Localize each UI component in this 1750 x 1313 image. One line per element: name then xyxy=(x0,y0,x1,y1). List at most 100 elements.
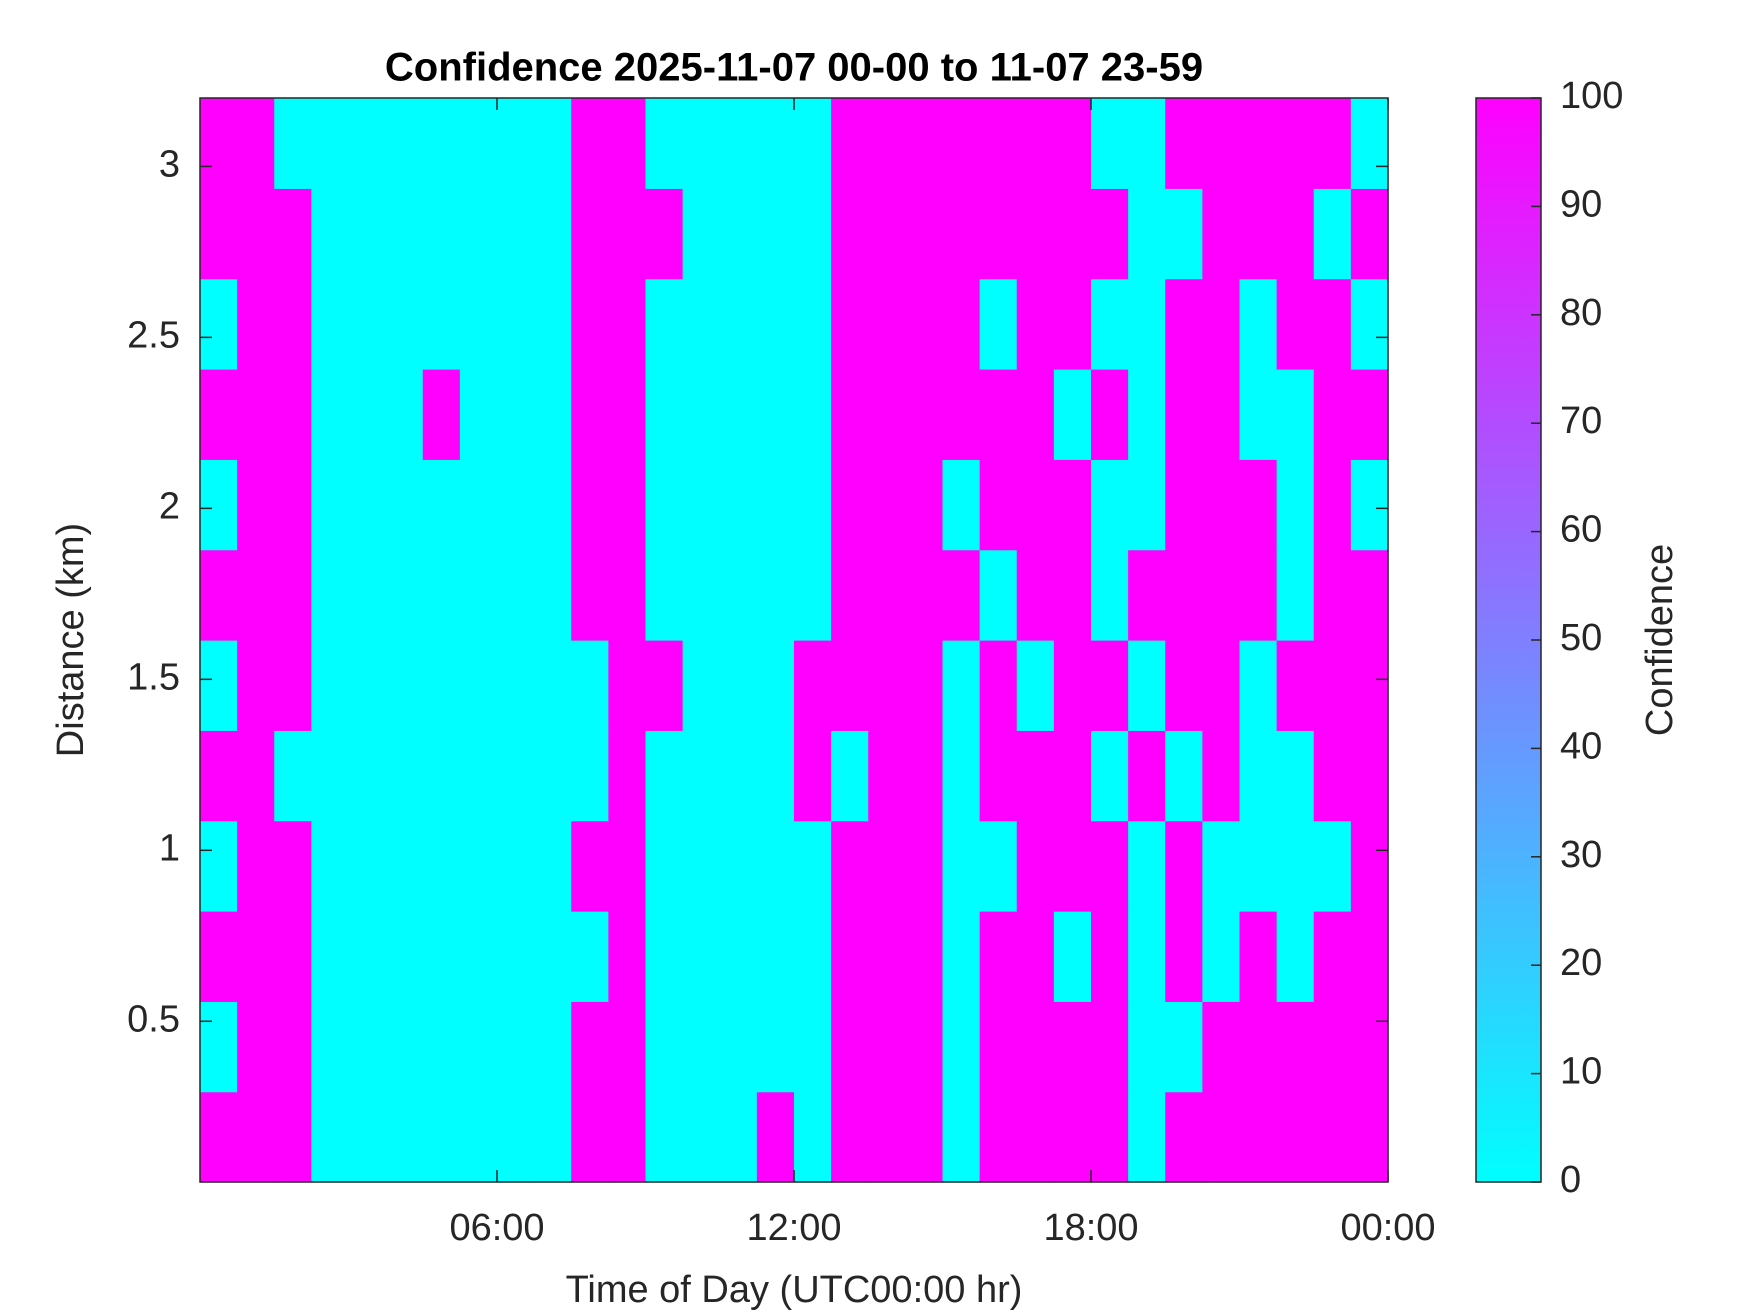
heatmap-cell xyxy=(1202,369,1241,460)
heatmap-cell xyxy=(497,98,535,189)
heatmap-cell xyxy=(905,911,944,1002)
heatmap-cell xyxy=(1350,640,1389,731)
heatmap-cell xyxy=(497,278,535,370)
heatmap-cell xyxy=(311,911,350,1002)
heatmap-cell xyxy=(719,278,758,370)
colorbar-label: Confidence xyxy=(1639,544,1681,736)
heatmap-cell xyxy=(1239,820,1278,912)
heatmap-cell xyxy=(1053,1091,1092,1183)
heatmap-cell xyxy=(1239,1091,1278,1183)
heatmap-cell xyxy=(719,1001,758,1093)
heatmap-cell xyxy=(459,640,498,731)
heatmap-cell xyxy=(385,369,424,460)
heatmap-cell xyxy=(1276,1001,1315,1093)
heatmap-cell xyxy=(831,911,869,1002)
heatmap-cell xyxy=(942,188,981,280)
heatmap-cell xyxy=(868,640,906,731)
heatmap-cell xyxy=(905,188,944,280)
heatmap-cell xyxy=(274,278,312,370)
heatmap-cell xyxy=(719,911,758,1002)
heatmap-cell xyxy=(645,820,684,912)
heatmap-cell xyxy=(682,549,721,641)
heatmap-cell xyxy=(682,640,721,731)
heatmap-cell xyxy=(422,98,461,189)
heatmap-cell xyxy=(682,1091,721,1183)
heatmap-cell xyxy=(1202,640,1241,731)
heatmap-cell xyxy=(348,820,387,912)
heatmap-cell xyxy=(1313,98,1352,189)
heatmap-cell xyxy=(311,369,350,460)
heatmap-cell xyxy=(794,188,832,280)
heatmap-cell xyxy=(1350,1001,1389,1093)
heatmap-cell xyxy=(348,98,387,189)
heatmap-cell xyxy=(1202,188,1241,280)
heatmap-cell xyxy=(385,549,424,641)
heatmap-cell xyxy=(237,911,275,1002)
heatmap-cell xyxy=(459,730,498,822)
heatmap-cell xyxy=(1091,820,1129,912)
heatmap-cell xyxy=(1091,911,1129,1002)
heatmap-cell xyxy=(719,369,758,460)
y-tick-label: 1.5 xyxy=(127,656,180,698)
heatmap-cell xyxy=(497,820,535,912)
heatmap-cell xyxy=(200,640,238,731)
heatmap-cell xyxy=(645,640,684,731)
heatmap-cell xyxy=(311,278,350,370)
heatmap-cell xyxy=(645,459,684,551)
colorbar-tick-label: 50 xyxy=(1560,617,1602,659)
heatmap-cell xyxy=(1165,911,1203,1002)
heatmap-cell xyxy=(274,640,312,731)
heatmap-cell xyxy=(348,278,387,370)
heatmap-cell xyxy=(794,98,832,189)
heatmap-cell xyxy=(1128,911,1166,1002)
heatmap-cell xyxy=(942,369,981,460)
heatmap-cell xyxy=(534,1001,572,1093)
heatmap-cell xyxy=(1053,1001,1092,1093)
heatmap-cell xyxy=(237,1091,275,1183)
heatmap-cell xyxy=(459,911,498,1002)
heatmap-cell xyxy=(905,730,944,822)
heatmap-cell xyxy=(1165,730,1203,822)
heatmap-cell xyxy=(1202,549,1241,641)
heatmap-cell xyxy=(1239,98,1278,189)
heatmap-cell xyxy=(200,369,238,460)
heatmap-cell xyxy=(1313,188,1352,280)
heatmap-cell xyxy=(1128,369,1166,460)
heatmap-cell xyxy=(348,1001,387,1093)
heatmap-cell xyxy=(1202,1001,1241,1093)
heatmap-cell xyxy=(274,730,312,822)
heatmap-cell xyxy=(534,98,572,189)
heatmap-cell xyxy=(1165,820,1203,912)
heatmap-cell xyxy=(1016,640,1055,731)
heatmap-cell xyxy=(719,98,758,189)
heatmap-cell xyxy=(534,278,572,370)
heatmap-cell xyxy=(1313,549,1352,641)
heatmap-cell xyxy=(1276,820,1315,912)
heatmap-cell xyxy=(794,278,832,370)
heatmap-cell xyxy=(274,188,312,280)
heatmap-cell xyxy=(274,98,312,189)
y-tick-label: 2.5 xyxy=(127,314,180,356)
heatmap-cell xyxy=(868,459,906,551)
heatmap-cell xyxy=(459,820,498,912)
heatmap-cell xyxy=(719,820,758,912)
heatmap-cell xyxy=(905,640,944,731)
heatmap-cell xyxy=(1202,911,1241,1002)
heatmap-cell xyxy=(905,459,944,551)
heatmap-cell xyxy=(794,820,832,912)
y-tick-label: 2 xyxy=(159,485,180,527)
heatmap-cell xyxy=(571,459,609,551)
heatmap-cell xyxy=(1128,730,1166,822)
heatmap-cell xyxy=(385,640,424,731)
heatmap-cell xyxy=(682,98,721,189)
heatmap-cell xyxy=(1276,188,1315,280)
heatmap-cell xyxy=(1276,369,1315,460)
heatmap-cell xyxy=(1053,730,1092,822)
colorbar-tick-label: 20 xyxy=(1560,942,1602,984)
heatmap-cell xyxy=(1202,278,1241,370)
heatmap-cell xyxy=(274,820,312,912)
heatmap-cell xyxy=(1165,188,1203,280)
heatmap-cell xyxy=(571,278,609,370)
y-axis-label: Distance (km) xyxy=(50,523,92,757)
